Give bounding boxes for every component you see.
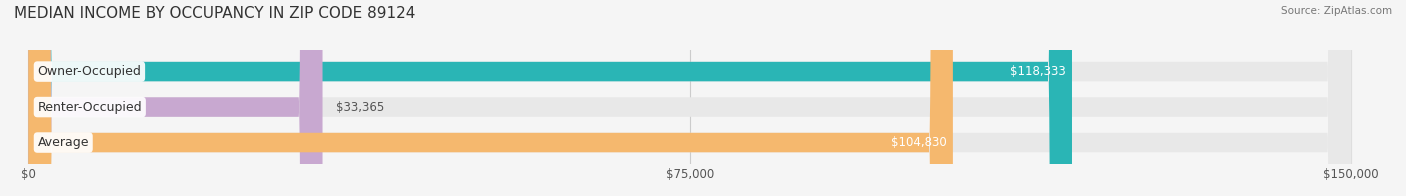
Text: Owner-Occupied: Owner-Occupied	[38, 65, 142, 78]
FancyBboxPatch shape	[28, 0, 1071, 196]
Text: MEDIAN INCOME BY OCCUPANCY IN ZIP CODE 89124: MEDIAN INCOME BY OCCUPANCY IN ZIP CODE 8…	[14, 6, 415, 21]
Text: $118,333: $118,333	[1010, 65, 1066, 78]
FancyBboxPatch shape	[28, 0, 1351, 196]
FancyBboxPatch shape	[28, 0, 953, 196]
Text: Source: ZipAtlas.com: Source: ZipAtlas.com	[1281, 6, 1392, 16]
FancyBboxPatch shape	[28, 0, 1351, 196]
Text: Average: Average	[38, 136, 89, 149]
Text: $33,365: $33,365	[336, 101, 384, 113]
FancyBboxPatch shape	[28, 0, 1351, 196]
Text: Renter-Occupied: Renter-Occupied	[38, 101, 142, 113]
FancyBboxPatch shape	[28, 0, 322, 196]
Text: $104,830: $104,830	[890, 136, 946, 149]
